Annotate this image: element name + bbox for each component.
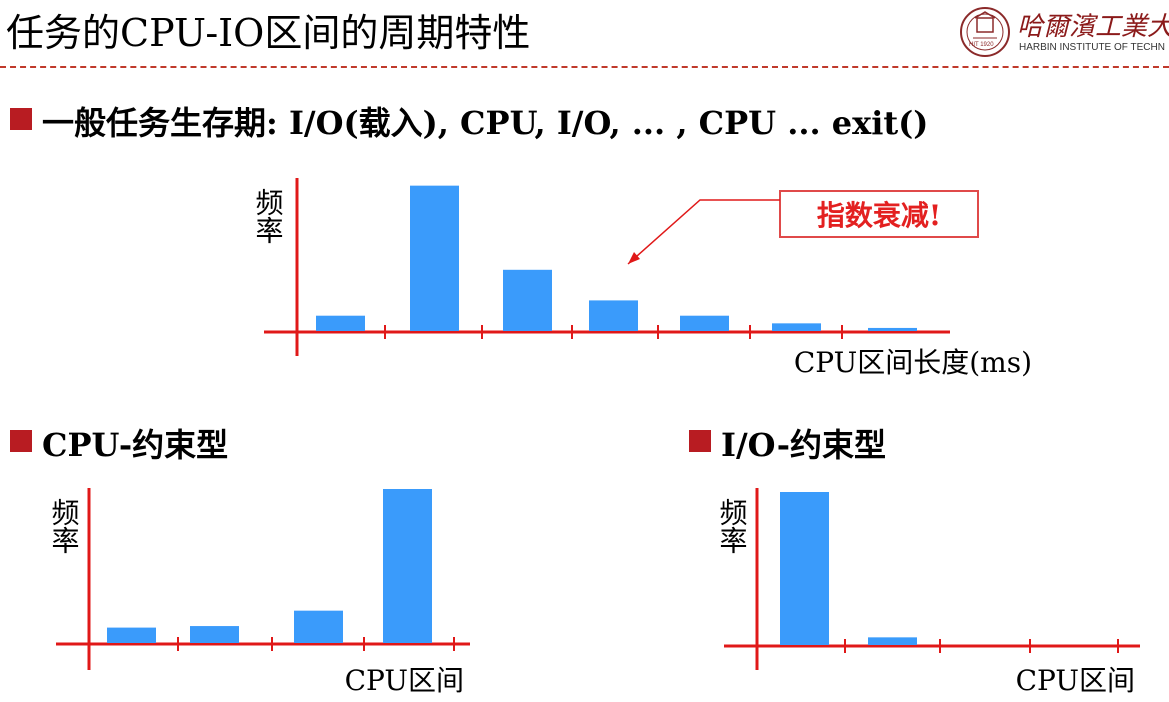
- bar: [383, 489, 432, 643]
- bar: [868, 637, 917, 645]
- bullet-io-bound: I/O-约束型: [721, 426, 886, 464]
- bar: [316, 315, 365, 331]
- chart-general-burst: 频率 CPU区间长度(ms): [252, 178, 1032, 379]
- logo-name-en: HARBIN INSTITUTE OF TECHN: [1019, 42, 1165, 53]
- x-axis-label: CPU区间: [1016, 664, 1135, 697]
- callout-text: 指数衰减!: [816, 199, 942, 232]
- bar: [190, 626, 239, 643]
- bar: [680, 315, 729, 331]
- bullet-square: [689, 430, 711, 452]
- slide-title: 任务的CPU-IO区间的周期特性: [6, 11, 531, 55]
- y-axis-label: 频率: [48, 498, 81, 554]
- bar: [589, 300, 638, 331]
- title-divider: [0, 66, 1169, 68]
- bar: [410, 185, 459, 331]
- bar: [772, 323, 821, 331]
- bullet-cpu-bound: CPU-约束型: [42, 426, 229, 464]
- logo-name-cn: 哈爾濱工業大: [1017, 12, 1169, 42]
- y-axis-label: 频率: [252, 188, 285, 244]
- x-axis-label: CPU区间长度(ms): [794, 346, 1032, 379]
- bar: [868, 327, 917, 331]
- bar: [294, 610, 343, 643]
- x-axis-label: CPU区间: [345, 664, 464, 697]
- bullet-square: [10, 108, 32, 130]
- callout-arrow: [627, 199, 780, 265]
- bullet-general-lifecycle: 一般任务生存期: I/O(载入), CPU, I/O, ... , CPU ..…: [42, 104, 929, 142]
- bar: [107, 627, 156, 643]
- chart-cpu-bound: 频率 CPU区间: [48, 488, 470, 697]
- bar: [503, 269, 552, 331]
- callout-exponential-decay: 指数衰减!: [779, 190, 979, 238]
- bullet-square: [10, 430, 32, 452]
- chart-io-bound: 频率 CPU区间: [716, 488, 1140, 697]
- bar: [780, 492, 829, 645]
- university-logo: 哈爾濱工業大 HARBIN INSTITUTE OF TECHN HIT 192…: [955, 4, 1169, 60]
- y-axis-label: 频率: [716, 498, 749, 554]
- logo-seal-text: HIT 1920: [969, 42, 994, 48]
- seal-icon: [960, 7, 1010, 57]
